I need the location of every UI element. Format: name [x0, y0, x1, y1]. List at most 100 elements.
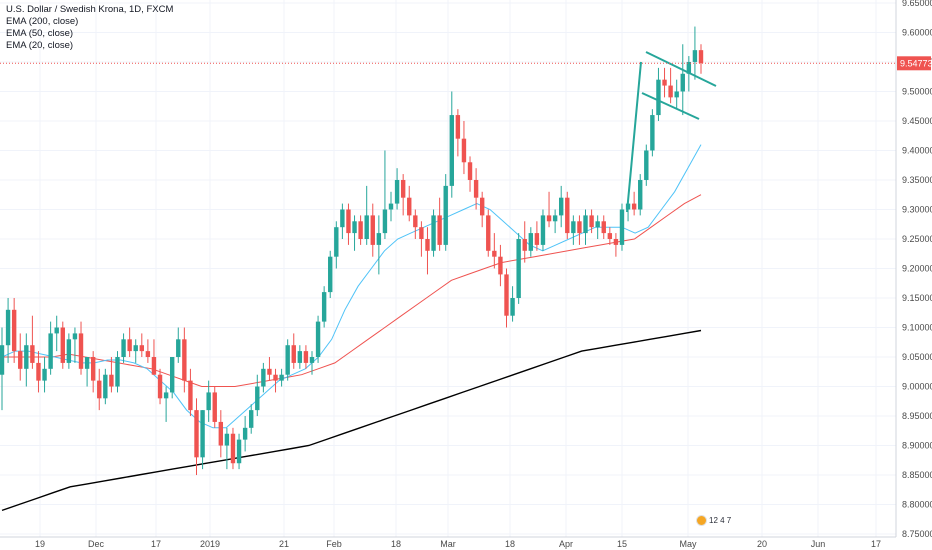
candle-body — [382, 209, 388, 234]
channel-upper-line — [645, 51, 717, 87]
ema20-legend[interactable]: EMA (20, close) — [6, 40, 74, 51]
ema200-legend[interactable]: EMA (200, close) — [6, 16, 79, 27]
candle-body — [200, 410, 205, 458]
x-tick-label: 19 — [35, 539, 45, 549]
candle-body — [97, 380, 102, 399]
candle-body — [510, 298, 515, 316]
candle-body — [449, 115, 454, 186]
candle-body — [650, 115, 655, 151]
candle-body — [127, 339, 132, 352]
candle-body — [407, 197, 412, 216]
candle-body — [279, 374, 284, 381]
candle-body — [297, 351, 303, 363]
candle-body — [188, 380, 193, 411]
candle-body — [559, 197, 564, 216]
candle-body — [0, 345, 5, 375]
x-tick-label: Apr — [559, 539, 573, 549]
price-axis[interactable]: 9.650009.600009.550009.500009.450009.400… — [895, 0, 932, 550]
channel-lower-line — [641, 92, 700, 120]
candle-body — [479, 197, 485, 216]
candle-body — [644, 150, 649, 180]
price-tag-label: 9.54773 — [900, 58, 932, 68]
candle-body — [686, 61, 692, 74]
candle-body — [212, 392, 217, 422]
price-axis-bg — [896, 0, 932, 550]
candle-body — [461, 138, 467, 163]
candle-body — [595, 221, 600, 228]
x-tick-label: 20 — [757, 539, 767, 549]
candle-body — [60, 327, 65, 363]
candle-body — [285, 345, 290, 375]
candle-body — [139, 345, 144, 352]
candle-body — [194, 410, 199, 458]
candle-body — [66, 339, 72, 363]
y-tick-label: 9.45000 — [902, 116, 932, 126]
price-tag-bg — [897, 56, 931, 71]
candle-body — [218, 421, 224, 446]
candle-body — [249, 410, 254, 428]
candle-body — [321, 292, 327, 322]
candle-body — [528, 233, 534, 251]
y-tick-label: 9.30000 — [902, 204, 932, 214]
x-tick-label: 2019 — [200, 539, 220, 549]
candle-body — [352, 221, 357, 234]
candle-body — [376, 233, 382, 245]
candle-body — [346, 209, 351, 234]
candle-body — [358, 221, 363, 239]
flagpole-line — [626, 61, 642, 213]
candle-body — [109, 374, 114, 387]
candle-body — [698, 50, 704, 64]
y-tick-label: 9.50000 — [902, 86, 932, 96]
time-axis[interactable]: 19 Dec 17 2019 21 Feb 18 Mar 18 Apr 15 May 20 Jun 17 — [0, 536, 932, 550]
candle-body — [206, 392, 211, 411]
candle-body — [638, 179, 643, 210]
candle-body — [400, 179, 406, 198]
ema50-legend[interactable]: EMA (50, close) — [6, 28, 74, 39]
candle-body — [90, 357, 96, 381]
candle-body — [413, 215, 418, 228]
x-tick-label: Jun — [811, 539, 826, 549]
candle-body — [534, 233, 540, 245]
candle-body — [30, 345, 35, 363]
candle-body — [467, 162, 473, 180]
candle-body — [84, 357, 90, 369]
trendline-drawings[interactable] — [626, 51, 717, 213]
symbol-title[interactable]: U.S. Dollar / Swedish Krona, 1D, FXCM — [6, 4, 174, 15]
y-tick-label: 9.05000 — [902, 352, 932, 362]
ema200-line — [1, 329, 702, 512]
candle-body — [546, 215, 552, 222]
tradingview-logo[interactable]: 12 4 7 — [696, 514, 734, 526]
candle-body — [498, 256, 503, 275]
candle-body — [364, 215, 369, 239]
candle-body — [516, 238, 521, 299]
candle-body — [668, 85, 673, 98]
candle-body — [443, 185, 448, 245]
candle-body — [115, 357, 120, 387]
y-tick-label: 9.40000 — [902, 145, 932, 155]
candle-body — [656, 79, 661, 116]
candle-body — [492, 250, 497, 257]
y-tick-label: 9.25000 — [902, 234, 932, 244]
y-tick-label: 9.10000 — [902, 323, 932, 333]
candle-body — [273, 374, 278, 381]
candle-body — [11, 309, 17, 352]
candle-body — [24, 345, 29, 369]
candle-body — [577, 221, 582, 234]
candle-body — [431, 215, 436, 251]
y-tick-label: 8.75000 — [902, 529, 932, 539]
candle-body — [607, 233, 613, 239]
y-tick-label: 9.15000 — [902, 293, 932, 303]
candle-body — [674, 91, 679, 98]
candle-body — [72, 333, 78, 340]
candle-body — [261, 368, 266, 387]
x-tick-label: 15 — [617, 539, 627, 549]
candle-body — [291, 345, 296, 363]
candle-body — [163, 392, 169, 399]
candle-body — [169, 357, 175, 393]
y-tick-label: 8.95000 — [902, 411, 932, 421]
candle-body — [78, 333, 84, 369]
y-tick-label: 8.85000 — [902, 470, 932, 480]
candle-body — [157, 374, 163, 399]
candle-body — [334, 227, 339, 257]
